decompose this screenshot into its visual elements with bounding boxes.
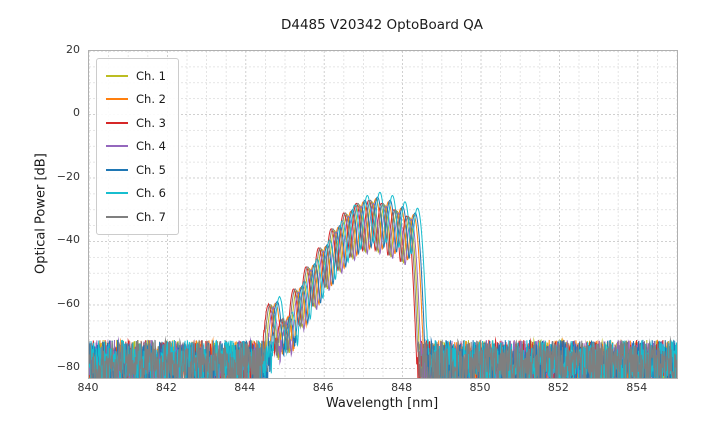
x-tick-label: 846 — [312, 381, 334, 394]
legend-line-sample — [106, 168, 128, 171]
legend-line-sample — [106, 215, 128, 218]
legend-entry: Ch. 6 — [106, 182, 166, 206]
legend-label: Ch. 6 — [136, 186, 166, 201]
legend-entry: Ch. 4 — [106, 135, 166, 159]
x-tick-label: 852 — [547, 381, 569, 394]
legend-line-sample — [106, 192, 128, 195]
legend-label: Ch. 7 — [136, 209, 166, 224]
x-tick-label: 850 — [469, 381, 491, 394]
legend-label: Ch. 3 — [136, 115, 166, 130]
x-tick-label: 842 — [155, 381, 177, 394]
plot-area: Ch. 1 Ch. 2 Ch. 3 Ch. 4 Ch. 5 Ch. 6 — [88, 50, 678, 379]
legend-entry: Ch. 3 — [106, 111, 166, 135]
y-tick-label: −60 — [56, 296, 80, 310]
x-tick-label: 844 — [234, 381, 256, 394]
legend-line-sample — [106, 121, 128, 124]
plot-canvas — [89, 51, 677, 378]
y-tick-label: 0 — [73, 106, 80, 120]
legend-line-sample — [106, 145, 128, 148]
legend: Ch. 1 Ch. 2 Ch. 3 Ch. 4 Ch. 5 Ch. 6 — [96, 58, 179, 235]
legend-entry: Ch. 7 — [106, 205, 166, 229]
y-tick-label: −20 — [56, 169, 80, 183]
chart-title: D4485 V20342 OptoBoard QA — [280, 17, 484, 33]
x-tick-label: 848 — [391, 381, 413, 394]
legend-entry: Ch. 1 — [106, 64, 166, 88]
y-tick-label: −40 — [56, 233, 80, 247]
y-tick-label: −80 — [56, 360, 80, 374]
legend-entry: Ch. 2 — [106, 88, 166, 112]
legend-label: Ch. 1 — [136, 68, 166, 83]
y-tick-label: 20 — [66, 43, 80, 56]
legend-label: Ch. 2 — [136, 92, 166, 107]
x-tick-label: 854 — [626, 381, 648, 394]
legend-line-sample — [106, 98, 128, 101]
y-axis-label: Optical Power [dB] — [33, 153, 49, 274]
x-tick-label: 840 — [77, 381, 99, 394]
legend-line-sample — [106, 74, 128, 77]
x-axis-label: Wavelength [nm] — [325, 396, 439, 411]
legend-entry: Ch. 5 — [106, 158, 166, 182]
legend-label: Ch. 4 — [136, 139, 166, 154]
legend-label: Ch. 5 — [136, 162, 166, 177]
